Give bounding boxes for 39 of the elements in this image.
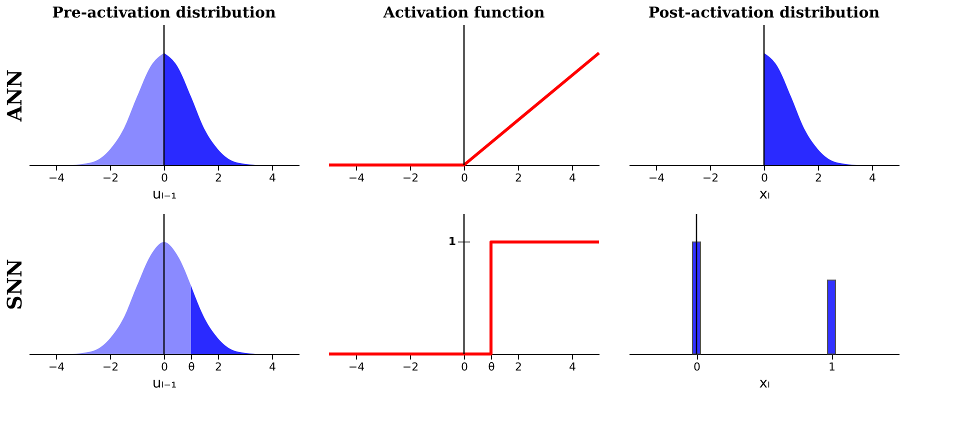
x-axis-title: uₗ₋₁	[152, 186, 177, 202]
x-tick-label: 0	[461, 360, 468, 374]
annotation: 1	[448, 235, 456, 248]
x-tick-label: −2	[402, 360, 419, 374]
x-tick-label: −2	[102, 360, 119, 374]
x-tick-label: θ	[188, 360, 196, 374]
x-tick-label: θ	[488, 360, 496, 374]
x-tick-label: 1	[828, 360, 836, 374]
x-tick-label: −2	[702, 172, 719, 184]
x-tick-label: 0	[761, 172, 768, 184]
x-tick-label: −2	[102, 172, 119, 184]
x-tick-label: 2	[515, 360, 522, 374]
x-tick-label: 2	[515, 172, 522, 184]
x-tick-label: 0	[161, 172, 168, 184]
x-tick-label: −2	[402, 172, 419, 184]
x-tick-label: −4	[648, 172, 665, 184]
x-tick-label: 2	[215, 360, 222, 374]
x-axis-title: xₗ	[759, 376, 770, 392]
chart-title: Pre-activation distribution	[52, 3, 276, 22]
x-tick-label: 0	[694, 360, 700, 374]
chart-title: Activation function	[382, 3, 545, 22]
x-tick-label: 4	[269, 172, 276, 184]
x-axis-title: uₗ₋₁	[152, 376, 177, 392]
x-tick-label: −4	[48, 360, 65, 374]
x-tick-label: 2	[815, 172, 822, 184]
chart-title: Post-activation distribution	[648, 3, 880, 22]
x-tick-label: 4	[269, 360, 276, 374]
x-tick-label: 4	[869, 172, 876, 184]
x-axis-title: xₗ	[759, 186, 770, 202]
y-axis-title: ANN	[2, 69, 26, 123]
x-tick-label: 0	[161, 360, 168, 374]
x-tick-label: −4	[348, 172, 365, 184]
x-tick-label: 2	[215, 172, 222, 184]
x-tick-label: 4	[569, 172, 576, 184]
y-axis-title: SNN	[2, 258, 26, 310]
x-tick-label: 4	[569, 360, 576, 374]
x-tick-label: 0	[461, 172, 468, 184]
x-tick-label: −4	[348, 360, 365, 374]
x-tick-label: −4	[48, 172, 65, 184]
